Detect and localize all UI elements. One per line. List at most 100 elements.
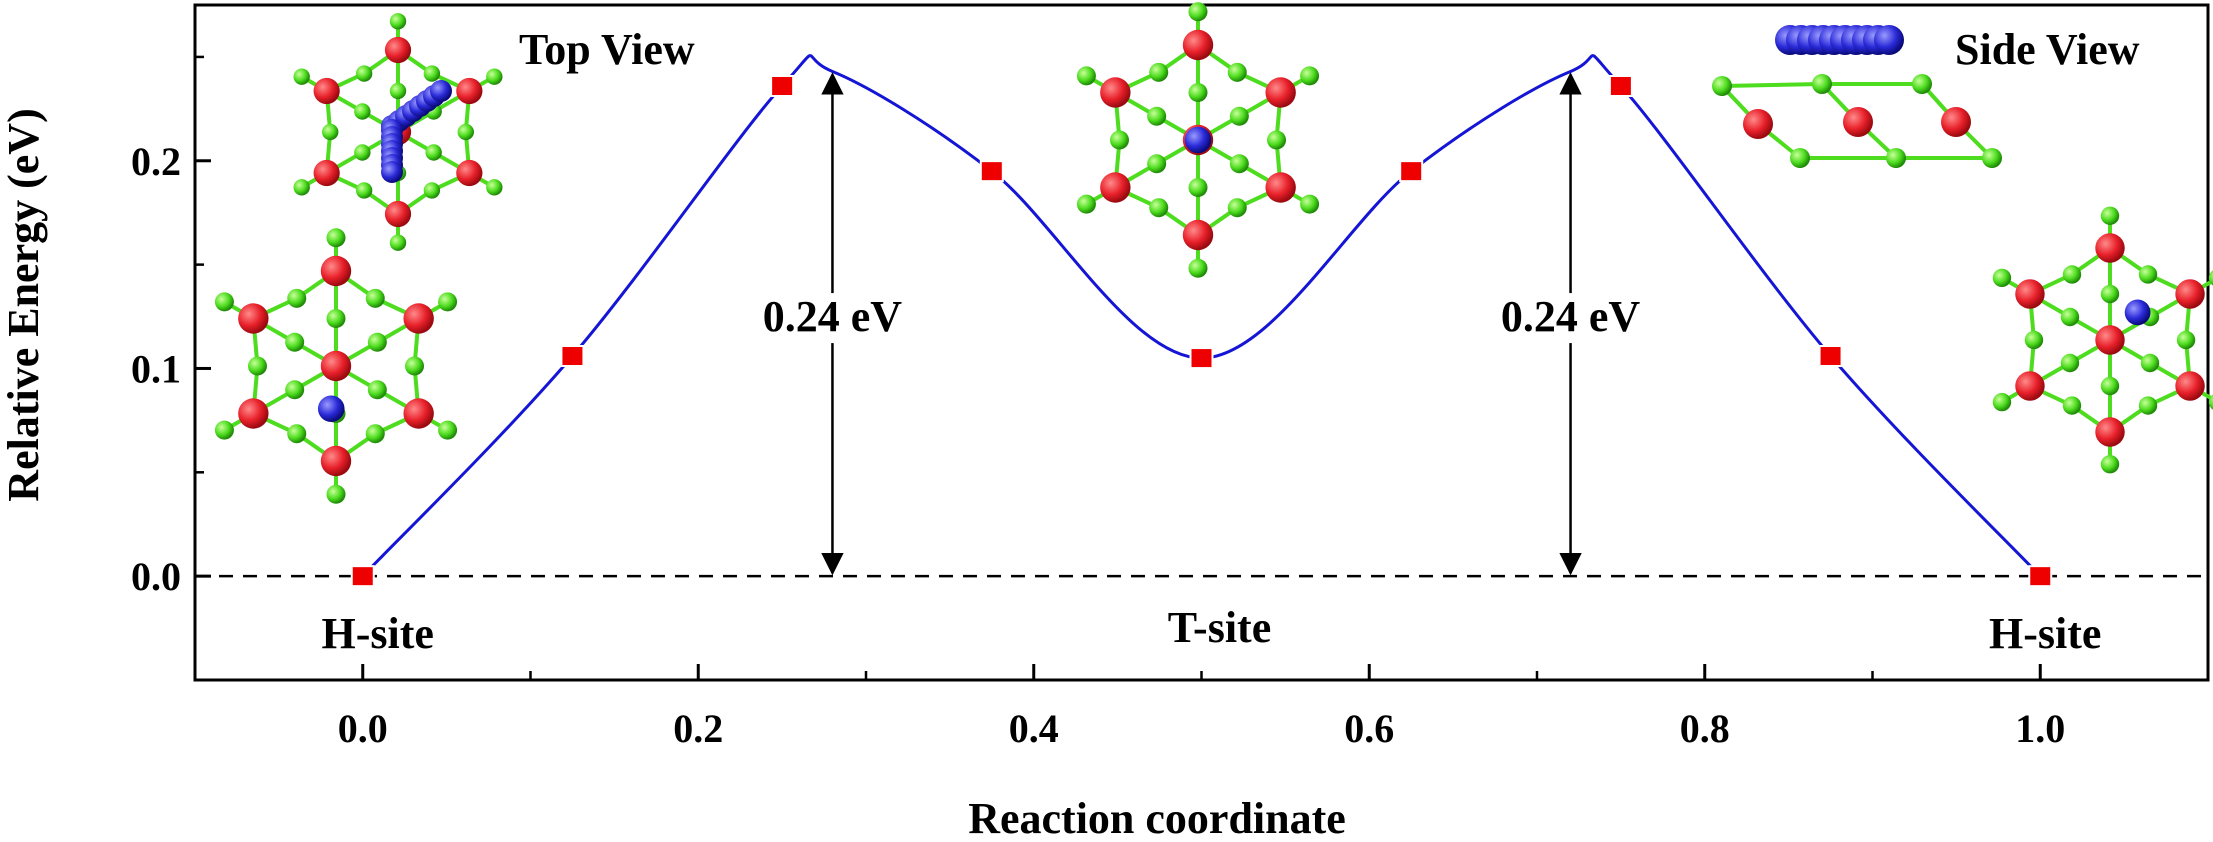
green-atom bbox=[322, 123, 339, 141]
x-tick-label: 1.0 bbox=[2015, 706, 2065, 751]
green-atom bbox=[1227, 198, 1247, 218]
data-point bbox=[1191, 349, 1212, 368]
red-atom bbox=[320, 255, 352, 287]
red-atom bbox=[2175, 371, 2205, 401]
green-atom bbox=[2140, 353, 2160, 373]
x-tick-label: 0.8 bbox=[1680, 706, 1730, 751]
green-atom bbox=[1812, 74, 1832, 94]
green-atom bbox=[367, 380, 387, 400]
green-atom bbox=[285, 332, 305, 352]
data-point bbox=[1610, 77, 1631, 95]
green-atom bbox=[2060, 353, 2080, 373]
green-atom bbox=[486, 179, 503, 196]
green-atom bbox=[354, 144, 371, 161]
green-atom bbox=[287, 288, 307, 308]
green-atom bbox=[1300, 66, 1320, 86]
green-atom bbox=[355, 65, 373, 82]
red-atom bbox=[320, 445, 352, 477]
green-atom bbox=[365, 288, 385, 308]
red-atom bbox=[2095, 325, 2125, 355]
x-tick-label: 0.6 bbox=[1344, 706, 1394, 751]
green-atom bbox=[1229, 154, 1249, 174]
green-atom bbox=[2062, 396, 2082, 415]
green-atom bbox=[214, 420, 234, 440]
green-atom bbox=[2208, 270, 2213, 286]
green-atom bbox=[1188, 178, 1208, 197]
red-atom bbox=[1265, 172, 1296, 203]
top-view-trajectory bbox=[381, 80, 452, 183]
green-atom bbox=[1188, 2, 1208, 22]
red-atom bbox=[1100, 172, 1131, 203]
green-atom bbox=[1227, 62, 1247, 82]
data-point bbox=[562, 347, 583, 365]
green-atom bbox=[486, 68, 503, 85]
green-atom bbox=[355, 182, 373, 199]
green-atom bbox=[2138, 396, 2158, 415]
green-atom bbox=[389, 234, 407, 251]
green-atom bbox=[1109, 130, 1129, 150]
green-atom bbox=[457, 123, 474, 141]
x-tick-label: 0.0 bbox=[338, 706, 388, 751]
green-atom bbox=[214, 292, 234, 312]
red-atom bbox=[403, 303, 434, 334]
red-atom bbox=[403, 398, 434, 429]
green-atom bbox=[1149, 62, 1169, 82]
green-atom bbox=[367, 332, 387, 352]
green-atom bbox=[326, 228, 346, 248]
green-atom bbox=[2062, 265, 2082, 284]
x-tick-label: 0.2 bbox=[673, 706, 723, 751]
y-tick-label: 0.1 bbox=[131, 346, 181, 391]
green-atom bbox=[2138, 265, 2158, 284]
green-atom bbox=[389, 82, 407, 100]
green-atom bbox=[438, 292, 458, 312]
red-atom bbox=[320, 350, 352, 382]
red-atom bbox=[2095, 417, 2125, 447]
red-atom bbox=[1941, 107, 1971, 137]
green-atom bbox=[423, 182, 441, 199]
green-atom bbox=[1229, 106, 1249, 126]
data-point bbox=[2030, 567, 2051, 586]
red-atom bbox=[1265, 77, 1296, 108]
green-atom bbox=[423, 65, 441, 82]
site-label: T-site bbox=[1168, 603, 1272, 652]
green-atom bbox=[2100, 455, 2120, 474]
green-atom bbox=[1147, 106, 1167, 126]
data-point bbox=[1401, 162, 1422, 181]
green-atom bbox=[2100, 284, 2120, 304]
green-atom bbox=[1790, 148, 1810, 168]
annotation-layer: 0.24 eV 0.24 eV H-site T-site H-site bbox=[322, 72, 2101, 658]
green-atom bbox=[1982, 148, 2002, 168]
red-atom bbox=[2015, 371, 2045, 401]
red-atom bbox=[238, 303, 269, 334]
y-axis-title: Relative Energy (eV) bbox=[0, 108, 48, 501]
green-atom bbox=[1188, 83, 1208, 102]
green-atom bbox=[2208, 394, 2213, 410]
label-gap bbox=[1475, 293, 1666, 344]
blue-atom bbox=[381, 161, 403, 183]
bond bbox=[1721, 82, 1823, 88]
green-atom bbox=[438, 420, 458, 440]
red-atom bbox=[2015, 279, 2045, 309]
green-atom bbox=[2176, 330, 2196, 350]
green-atom bbox=[1712, 76, 1732, 96]
green-atom bbox=[293, 179, 310, 196]
green-atom bbox=[247, 356, 267, 376]
green-atom bbox=[326, 309, 346, 328]
t-site-structure bbox=[1076, 2, 1320, 278]
green-atom bbox=[293, 68, 310, 85]
green-atom bbox=[2060, 307, 2080, 327]
green-atom bbox=[2024, 330, 2044, 350]
green-atom bbox=[326, 484, 346, 504]
barrier-label: 0.24 eV bbox=[763, 292, 903, 341]
h-site-structure-right bbox=[1992, 206, 2213, 474]
side-view-label: Side View bbox=[1955, 25, 2140, 74]
data-point bbox=[981, 162, 1002, 181]
green-atom bbox=[1300, 194, 1320, 214]
green-atom bbox=[405, 356, 425, 376]
green-atom bbox=[1992, 268, 2012, 288]
green-atom bbox=[1076, 194, 1096, 214]
red-atom bbox=[1843, 107, 1873, 137]
red-atom bbox=[1182, 219, 1214, 251]
